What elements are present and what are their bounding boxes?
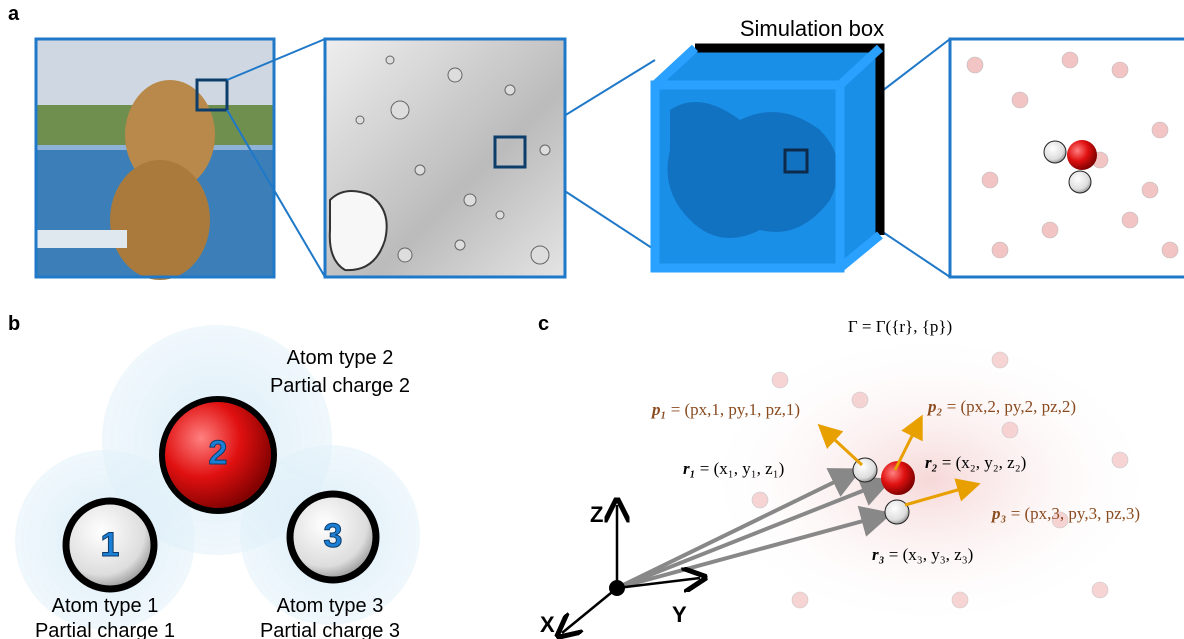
axis-x bbox=[562, 588, 617, 633]
position-value: = (x₃, y₃, z₃) bbox=[889, 545, 974, 564]
atom-type: Atom type 3 bbox=[277, 595, 384, 617]
photo-droplets bbox=[326, 40, 564, 276]
simulation-cube bbox=[655, 48, 880, 268]
origin bbox=[609, 580, 625, 596]
axis-label: Z bbox=[590, 502, 603, 527]
momentum-value: = (px,1, py,1, pz,1) bbox=[671, 400, 800, 419]
svg-text:p₃ = (px,3, py,3, pz,3): p₃ = (px,3, py,3, pz,3) bbox=[990, 504, 1140, 523]
momentum-symbol: p₃ bbox=[990, 504, 1007, 523]
background-molecules bbox=[700, 330, 1160, 630]
atom-charge: Partial charge 2 bbox=[270, 375, 410, 397]
atom-charge: Partial charge 1 bbox=[35, 620, 175, 639]
axis-label: X bbox=[540, 612, 555, 637]
position-value: = (x₂, y₂, z₂) bbox=[942, 453, 1027, 472]
svg-text:p₂ = (px,2, py,2, pz,2): p₂ = (px,2, py,2, pz,2) bbox=[926, 397, 1076, 416]
momentum-value: = (px,3, py,3, pz,3) bbox=[1011, 504, 1140, 523]
position-symbol: r₃ bbox=[872, 545, 885, 564]
panel-label: c bbox=[538, 313, 549, 335]
momentum-symbol: p₁ bbox=[650, 400, 666, 419]
svg-text:r₂ = (x₂, y₂, z₂): r₂ = (x₂, y₂, z₂) bbox=[925, 453, 1026, 472]
atom-type: Atom type 1 bbox=[52, 595, 159, 617]
momentum-symbol: p₂ bbox=[926, 397, 943, 416]
atom-charge: Partial charge 3 bbox=[260, 620, 400, 639]
position-symbol: r₂ bbox=[925, 453, 938, 472]
panel-label: a bbox=[8, 3, 20, 25]
svg-text:r₃ = (x₃, y₃, z₃): r₃ = (x₃, y₃, z₃) bbox=[872, 545, 973, 564]
svg-text:p₁ = (px,1, py,1, pz,1): p₁ = (px,1, py,1, pz,1) bbox=[650, 400, 800, 419]
atom-type: Atom type 2 bbox=[287, 347, 394, 369]
position-symbol: r₁ bbox=[683, 459, 696, 478]
atom-number: 3 bbox=[324, 517, 343, 555]
atom-number: 2 bbox=[209, 434, 228, 472]
figure: a Simulation box b 1 2 3 Atom type 2 Par… bbox=[0, 0, 1184, 639]
position-value: = (x₁, y₁, z₁) bbox=[700, 459, 785, 478]
water-snapshot bbox=[951, 40, 1184, 276]
momentum-value: = (px,2, py,2, pz,2) bbox=[947, 397, 1076, 416]
svg-text:r₁ = (x₁, y₁, z₁): r₁ = (x₁, y₁, z₁) bbox=[683, 459, 784, 478]
atom-number: 1 bbox=[101, 526, 120, 564]
axis-label: Y bbox=[672, 602, 687, 627]
panel-label: b bbox=[8, 313, 20, 335]
panel-title: Simulation box bbox=[740, 16, 884, 41]
